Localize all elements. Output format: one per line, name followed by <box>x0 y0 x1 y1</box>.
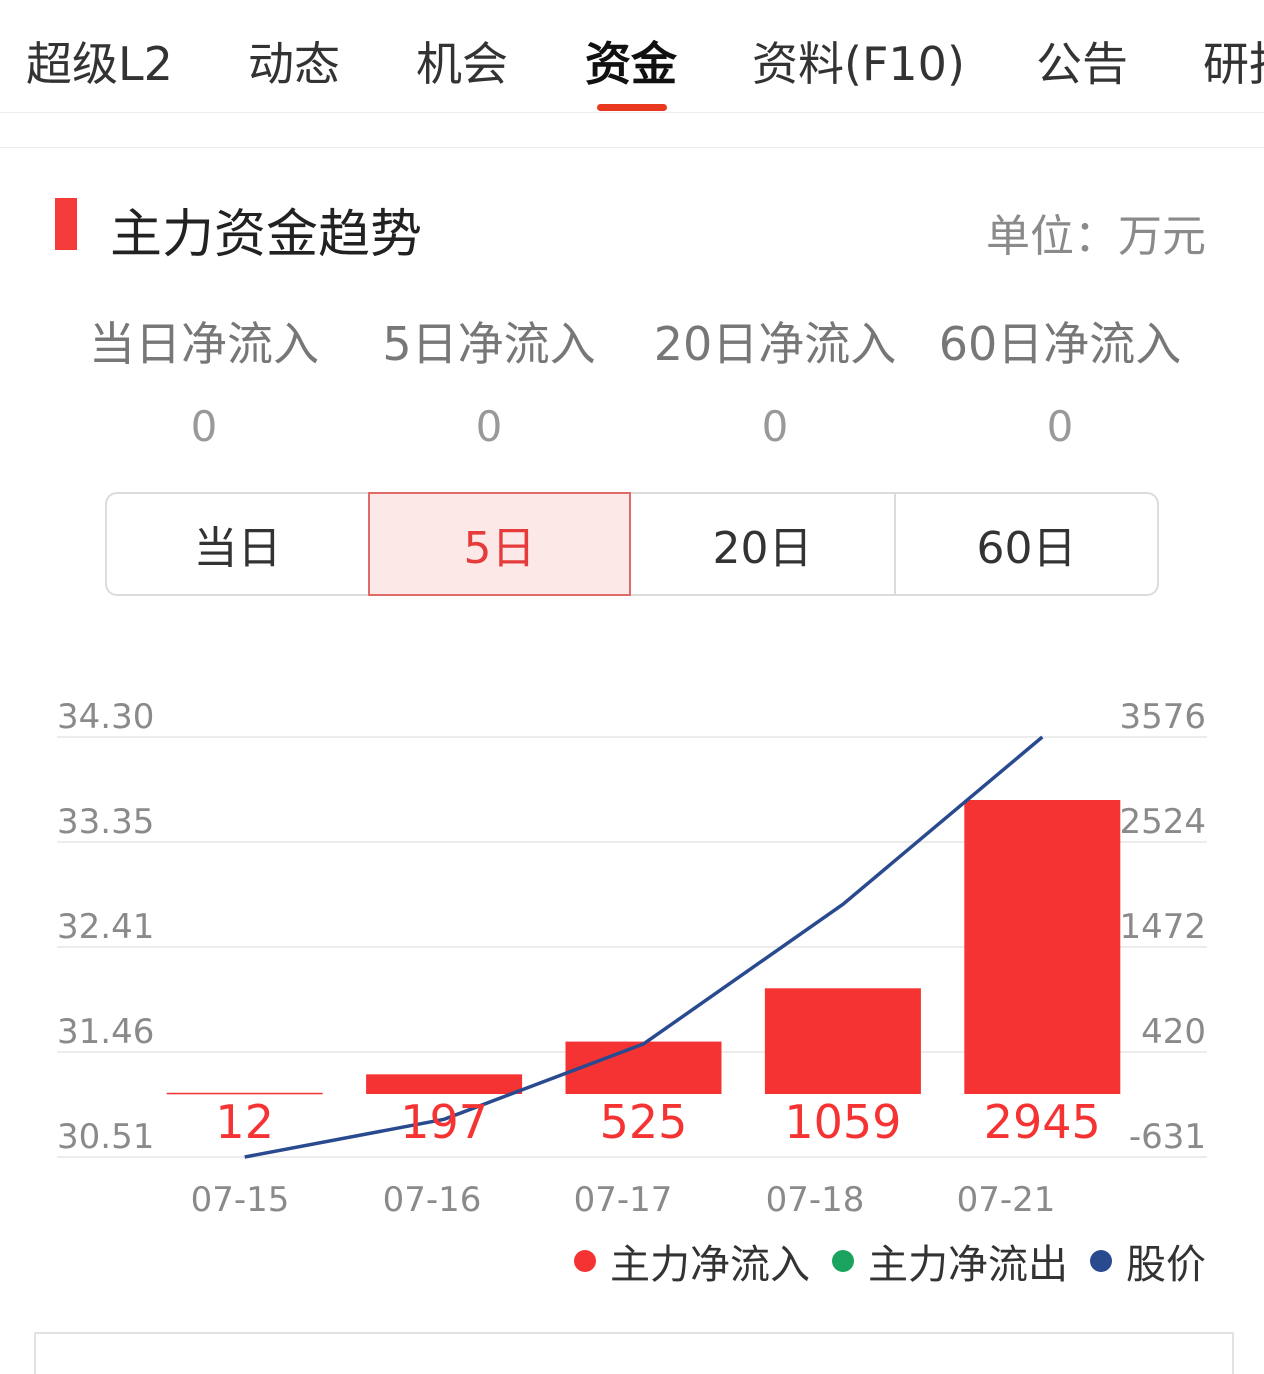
legend-dot-price <box>1090 1250 1112 1272</box>
legend-item-price[interactable]: 股价 <box>1090 1232 1206 1290</box>
stat-value-20d: 0 <box>761 402 789 451</box>
section-marker <box>55 198 77 250</box>
right-axis-tick: 2524 <box>1119 802 1206 842</box>
tab-funds[interactable]: 资金 <box>585 37 677 91</box>
divider <box>0 113 1264 148</box>
top-tab-bar: 超级L2 动态 机会 资金 资料(F10) 公告 研报 <box>0 0 1264 113</box>
inflow-data-label: 12 <box>215 1095 274 1149</box>
tab-super-l2[interactable]: 超级L2 <box>26 37 173 91</box>
chart-legend: 主力净流入 主力净流出 股价 <box>552 1232 1206 1290</box>
tab-f10[interactable]: 资料(F10) <box>752 37 965 91</box>
x-axis-tick: 07-17 <box>573 1180 673 1220</box>
stat-value-today: 0 <box>190 402 218 451</box>
legend-label: 主力净流入 <box>610 1242 810 1288</box>
inflow-data-label: 2945 <box>984 1095 1101 1149</box>
stat-value-60d: 0 <box>1046 402 1074 451</box>
right-axis-tick: 420 <box>1141 1012 1206 1052</box>
inflow-data-label: 1059 <box>784 1095 901 1149</box>
x-axis-tick: 07-18 <box>765 1180 865 1220</box>
inflow-data-label: 525 <box>600 1095 688 1149</box>
section-title: 主力资金趋势 <box>110 205 423 265</box>
right-axis-tick: -631 <box>1128 1117 1206 1157</box>
stat-label-5d: 5日净流入 <box>382 317 596 371</box>
stat-label-today: 当日净流入 <box>89 317 319 371</box>
left-axis-tick: 32.41 <box>57 907 155 947</box>
stat-value-5d: 0 <box>475 402 503 451</box>
right-axis-tick: 3576 <box>1119 697 1206 737</box>
x-axis-tick: 07-21 <box>956 1180 1056 1220</box>
inflow-data-label: 197 <box>400 1095 488 1149</box>
tab-news[interactable]: 动态 <box>248 37 340 91</box>
legend-dot-outflow <box>832 1250 854 1272</box>
right-axis-tick: 1472 <box>1119 907 1206 947</box>
stat-label-20d: 20日净流入 <box>653 317 897 371</box>
x-axis-tick: 07-15 <box>190 1180 290 1220</box>
left-axis-tick: 34.30 <box>57 697 155 737</box>
legend-label: 主力净流出 <box>868 1242 1068 1288</box>
price-line <box>244 735 1044 1159</box>
period-60d-button[interactable]: 60日 <box>894 492 1159 596</box>
inflow-bar <box>764 988 921 1095</box>
tab-announcement[interactable]: 公告 <box>1036 37 1128 91</box>
stat-label-60d: 60日净流入 <box>938 317 1182 371</box>
inflow-bar <box>166 1092 323 1095</box>
left-axis-tick: 31.46 <box>57 1012 155 1052</box>
inflow-bar <box>964 799 1121 1095</box>
tab-research[interactable]: 研报 <box>1203 37 1264 91</box>
legend-label: 股价 <box>1126 1242 1206 1288</box>
active-tab-indicator <box>597 104 667 111</box>
inflow-bar <box>366 1074 523 1095</box>
next-section-card <box>34 1332 1234 1374</box>
period-5d-button[interactable]: 5日 <box>368 492 631 596</box>
legend-item-inflow[interactable]: 主力净流入 <box>574 1232 810 1290</box>
legend-dot-inflow <box>574 1250 596 1272</box>
left-axis-tick: 33.35 <box>57 802 155 842</box>
legend-item-outflow[interactable]: 主力净流出 <box>832 1232 1068 1290</box>
unit-label: 单位：万元 <box>986 211 1206 262</box>
left-axis-tick: 30.51 <box>57 1117 155 1157</box>
period-20d-button[interactable]: 20日 <box>629 492 896 596</box>
x-axis-tick: 07-16 <box>382 1180 482 1220</box>
inflow-bar <box>565 1041 722 1095</box>
tab-opportunity[interactable]: 机会 <box>416 37 508 91</box>
